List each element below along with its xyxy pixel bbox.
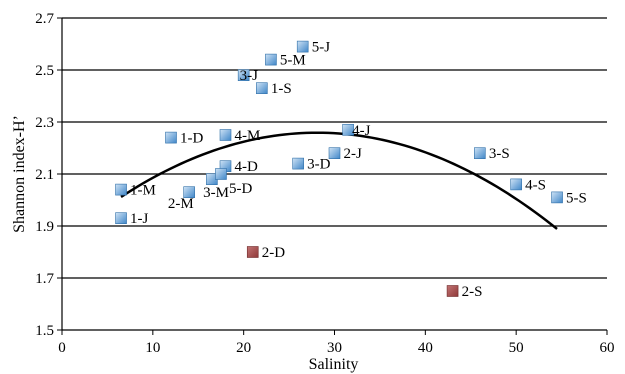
scatter-point bbox=[510, 178, 522, 191]
scatter-point bbox=[215, 168, 227, 180]
point-label: 1-S bbox=[271, 81, 292, 97]
point-label: 3-D bbox=[307, 157, 330, 173]
point-label: 5-J bbox=[312, 40, 330, 56]
point-label: 5-M bbox=[280, 53, 306, 69]
scatter-point bbox=[183, 186, 195, 198]
trendline bbox=[120, 131, 558, 230]
y-tick-label: 1.7 bbox=[35, 271, 54, 287]
scatter-point bbox=[296, 40, 309, 53]
scatter-point bbox=[292, 157, 304, 170]
scatter-point bbox=[474, 147, 486, 159]
y-tick-label: 1.9 bbox=[35, 219, 54, 235]
point-label: 4-D bbox=[235, 159, 258, 175]
y-tick-label: 2.7 bbox=[35, 11, 54, 27]
x-tick-label: 10 bbox=[145, 340, 160, 356]
point-label: 2-S bbox=[462, 284, 483, 300]
point-label: 3-M bbox=[203, 185, 229, 201]
point-label: 4-J bbox=[352, 123, 370, 139]
x-tick-label: 0 bbox=[58, 340, 66, 356]
point-label: 4-M bbox=[235, 128, 261, 144]
scatter-point bbox=[446, 285, 459, 297]
x-tick-label: 30 bbox=[327, 340, 342, 356]
y-tick-label: 2.1 bbox=[35, 167, 54, 183]
data-points: 1-M 1-J 1-D 1-S 3-M 2-M 4-M 4-D 5-D 3-J 5-M 5-J 3-D 2… bbox=[115, 40, 587, 300]
x-axis-label: Salinity bbox=[309, 356, 359, 373]
point-label: 3-S bbox=[489, 146, 510, 162]
x-tick-label: 20 bbox=[236, 340, 251, 356]
point-label: 2-J bbox=[344, 146, 362, 162]
x-tick-label: 40 bbox=[418, 340, 433, 356]
point-label: 1-J bbox=[130, 211, 148, 227]
point-label: 1-M bbox=[130, 183, 156, 199]
y-tick-label: 2.5 bbox=[35, 63, 54, 79]
scatter-point bbox=[165, 131, 177, 144]
scatter-point bbox=[237, 69, 250, 81]
scatter-point bbox=[115, 183, 127, 196]
y-axis-label: Shannon index-H’ bbox=[11, 115, 28, 233]
scatter-point bbox=[246, 246, 259, 258]
point-label: 1-D bbox=[180, 131, 203, 147]
scatter-point bbox=[551, 191, 563, 204]
point-label: 2-D bbox=[262, 245, 285, 261]
point-label: 5-D bbox=[229, 181, 252, 197]
x-tick-label: 50 bbox=[509, 340, 524, 356]
y-tick-label: 1.5 bbox=[35, 323, 54, 339]
x-tick-label: 60 bbox=[600, 340, 615, 356]
scatter-point bbox=[115, 212, 127, 224]
point-label: 5-S bbox=[566, 190, 587, 206]
scatter-point bbox=[256, 82, 268, 94]
point-label: 3-J bbox=[240, 68, 258, 84]
scatter-point bbox=[265, 53, 277, 66]
tick-labels: 1.5 1.7 1.9 2.1 2.3 2.5 2.7 0 10 20 30 40 50 60 bbox=[35, 11, 614, 356]
scatter-point bbox=[219, 129, 232, 141]
y-tick-label: 2.3 bbox=[35, 115, 54, 131]
point-label: 4-S bbox=[525, 177, 546, 193]
axes bbox=[57, 17, 608, 335]
scatter-point bbox=[342, 124, 354, 136]
point-label: 2-M bbox=[168, 196, 194, 212]
trend-curve bbox=[120, 131, 558, 230]
grid-lines bbox=[62, 17, 607, 279]
scatter-point bbox=[328, 147, 341, 159]
